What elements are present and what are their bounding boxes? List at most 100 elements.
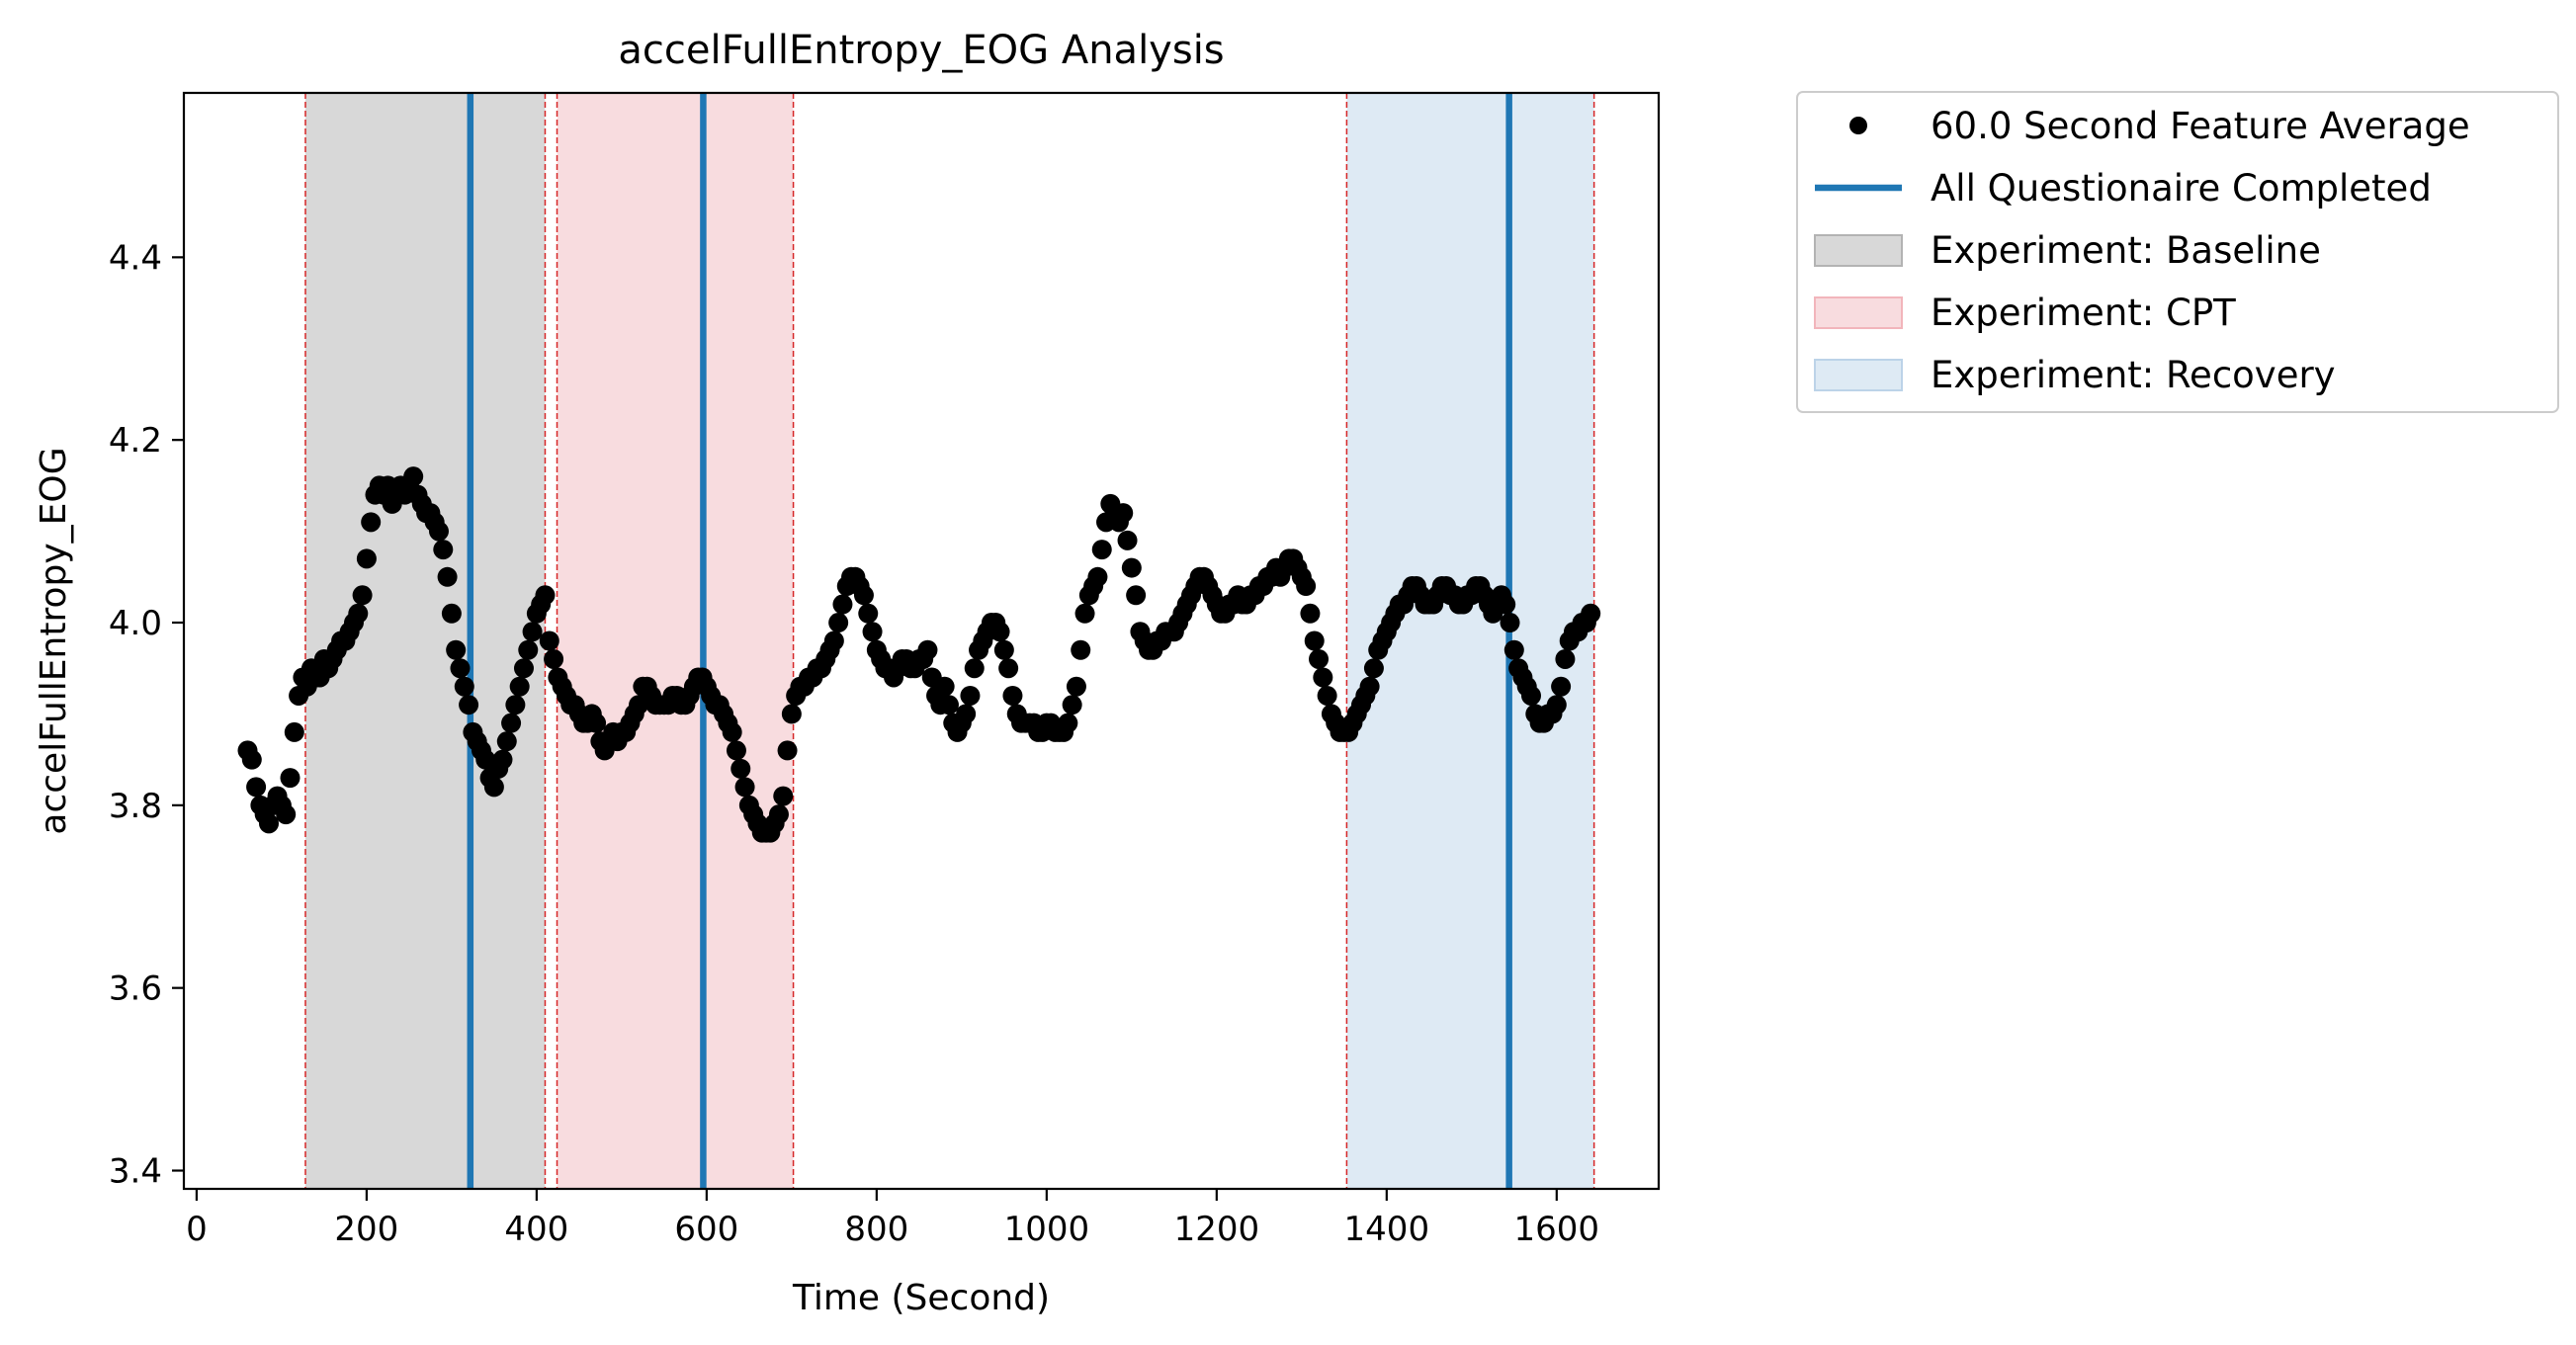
data-point: [454, 676, 474, 697]
data-point: [437, 566, 458, 587]
x-tick-label: 800: [844, 1210, 908, 1249]
data-point: [1121, 557, 1142, 578]
y-tick-label: 4.0: [109, 604, 162, 643]
data-point: [284, 721, 304, 742]
data-point: [773, 786, 794, 806]
chart-title: accelFullEntropy_EOG Analysis: [618, 28, 1224, 73]
x-tick-label: 1200: [1174, 1210, 1260, 1249]
data-point: [446, 639, 467, 660]
data-point: [1546, 695, 1567, 715]
legend-label: 60.0 Second Feature Average: [1931, 105, 2470, 147]
data-point: [492, 749, 513, 770]
data-point: [258, 813, 279, 834]
data-point: [535, 585, 556, 606]
data-point: [1581, 603, 1601, 624]
data-point: [1359, 676, 1380, 697]
data-point: [1071, 639, 1091, 660]
y-tick-label: 3.6: [109, 969, 162, 1009]
data-point: [1313, 667, 1333, 688]
data-point: [777, 740, 798, 761]
data-point: [403, 466, 424, 487]
data-point: [1496, 594, 1516, 615]
legend-frame: [1796, 91, 2559, 413]
data-point: [1503, 639, 1524, 660]
data-point: [768, 804, 789, 825]
x-tick-label: 1000: [1004, 1210, 1090, 1249]
y-axis-label: accelFullEntropy_EOG: [34, 447, 74, 834]
data-point: [1521, 685, 1542, 706]
y-tick-label: 3.4: [109, 1152, 162, 1192]
data-point: [828, 613, 849, 633]
data-point: [518, 639, 539, 660]
data-point: [862, 622, 883, 642]
x-tick-label: 200: [334, 1210, 398, 1249]
data-point: [993, 639, 1014, 660]
data-point: [956, 704, 977, 724]
legend-label: Experiment: CPT: [1931, 292, 2236, 334]
data-point: [858, 603, 879, 624]
data-point: [276, 804, 297, 825]
data-point: [989, 622, 1010, 642]
legend-patch-baseline: [1814, 234, 1903, 267]
data-point: [938, 695, 959, 715]
data-point: [917, 639, 938, 660]
data-point: [428, 521, 449, 542]
data-point: [1126, 585, 1147, 606]
data-point: [1066, 676, 1086, 697]
legend-label: Experiment: Recovery: [1931, 354, 2336, 396]
data-point: [998, 658, 1019, 679]
data-point: [509, 676, 530, 697]
data-point: [1304, 630, 1325, 651]
data-point: [1058, 713, 1078, 733]
data-point: [586, 713, 607, 733]
data-point: [1300, 603, 1321, 624]
data-point: [1296, 576, 1317, 597]
data-point: [441, 603, 462, 624]
data-point: [964, 658, 985, 679]
legend-label: Experiment: Baseline: [1931, 229, 2321, 272]
legend-patch-recovery: [1814, 359, 1903, 391]
x-tick-label: 1400: [1344, 1210, 1430, 1249]
data-point: [459, 695, 479, 715]
y-tick-label: 4.2: [109, 421, 162, 461]
data-point: [522, 622, 543, 642]
data-point: [433, 540, 454, 560]
data-point: [348, 603, 369, 624]
data-point: [1117, 530, 1138, 550]
data-point: [832, 594, 853, 615]
data-point: [1091, 540, 1112, 560]
data-point: [483, 777, 504, 798]
data-point: [1113, 503, 1134, 524]
feature-average-points: [237, 466, 1601, 843]
x-tick-label: 400: [504, 1210, 568, 1249]
legend-dot-marker: [1849, 117, 1867, 134]
experiment-phase-bands: [304, 93, 1594, 1189]
x-axis-ticks: 0 200 400 600 800 1000 1200 1400 1600: [186, 1189, 1599, 1249]
data-point: [781, 704, 802, 724]
data-point: [501, 713, 522, 733]
data-point: [505, 695, 526, 715]
y-tick-label: 3.8: [109, 787, 162, 826]
data-point: [726, 740, 746, 761]
legend-label: All Questionaire Completed: [1931, 167, 2432, 210]
data-point: [1002, 685, 1023, 706]
data-point: [823, 630, 844, 651]
data-point: [246, 777, 267, 798]
data-point: [934, 676, 955, 697]
data-point: [280, 768, 301, 789]
data-point: [722, 721, 742, 742]
data-point: [241, 749, 262, 770]
y-tick-label: 4.4: [109, 238, 162, 278]
data-point: [539, 630, 559, 651]
data-point: [1551, 676, 1572, 697]
data-point: [1087, 566, 1108, 587]
data-point: [361, 512, 382, 533]
data-point: [1500, 613, 1520, 633]
x-tick-label: 0: [186, 1210, 208, 1249]
data-point: [1309, 648, 1330, 669]
data-point: [1074, 603, 1095, 624]
questionnaire-completed-lines: [467, 93, 1512, 1189]
legend: 60.0 Second Feature Average All Questiona…: [1796, 91, 2559, 413]
data-point: [853, 585, 874, 606]
